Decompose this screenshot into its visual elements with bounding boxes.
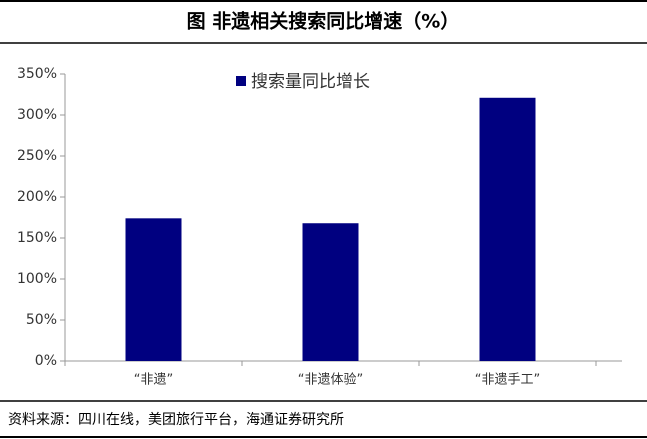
y-tick-label: 350%	[17, 66, 57, 82]
y-tick-label: 50%	[26, 312, 57, 328]
bar	[479, 97, 536, 361]
chart-title: 图 非遗相关搜索同比增速（%）	[187, 10, 460, 33]
y-tick-label: 0%	[35, 353, 57, 369]
legend-label: 搜索量同比增长	[251, 72, 370, 92]
y-tick-label: 100%	[17, 271, 57, 287]
legend-swatch	[236, 76, 246, 86]
y-tick-label: 200%	[17, 189, 57, 205]
y-tick-label: 150%	[17, 230, 57, 246]
y-tick-label: 250%	[17, 148, 57, 164]
x-tick-label: “非遗手工”	[475, 373, 540, 388]
x-tick-label: “非遗体验”	[298, 372, 363, 388]
x-tick-label: “非遗”	[134, 373, 173, 388]
source: 资料来源：四川在线，美团旅行平台，海通证券研究所	[8, 412, 344, 428]
bar	[125, 218, 182, 361]
bar	[302, 223, 359, 361]
y-tick-label: 300%	[17, 107, 57, 123]
